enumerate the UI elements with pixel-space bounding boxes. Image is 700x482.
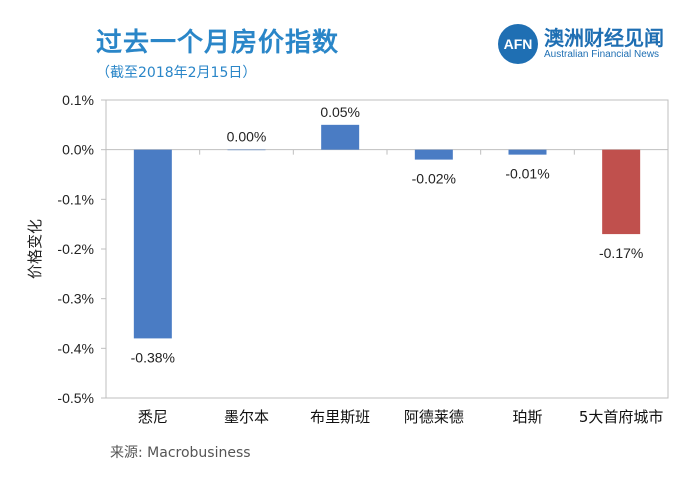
plot-frame xyxy=(105,99,669,399)
y-tick-label: -0.1% xyxy=(57,191,94,207)
category-label: 布里斯班 xyxy=(310,408,370,426)
data-label: -0.38% xyxy=(131,349,175,365)
bar xyxy=(227,149,266,151)
logo-name-cn: 澳洲财经见闻 xyxy=(544,26,664,50)
category-label: 5大首府城市 xyxy=(579,408,664,426)
bar xyxy=(133,149,172,339)
chart-subtitle: （截至2018年2月15日） xyxy=(96,65,257,81)
category-label: 阿德莱德 xyxy=(404,408,464,426)
category-label: 悉尼 xyxy=(138,408,168,426)
data-label: 0.05% xyxy=(320,104,360,120)
afn-logo-mark: AFN xyxy=(498,24,538,64)
y-tick-label: -0.2% xyxy=(57,241,94,257)
afn-logo: AFN 澳洲财经见闻 Australian Financial News xyxy=(498,24,664,64)
data-label: 0.00% xyxy=(227,129,267,145)
y-tick-label: -0.4% xyxy=(57,340,94,356)
y-tick-label: 0.0% xyxy=(62,142,94,158)
bar xyxy=(321,124,360,150)
category-label: 珀斯 xyxy=(512,408,542,426)
source-note: 来源: Macrobusiness xyxy=(110,445,251,461)
data-label: -0.02% xyxy=(412,171,456,187)
data-label: -0.17% xyxy=(599,245,643,261)
logo-name-en: Australian Financial News xyxy=(544,49,660,60)
chart-title: 过去一个月房价指数 xyxy=(96,28,340,58)
bar xyxy=(414,149,453,160)
bar xyxy=(508,149,547,155)
y-tick-label: 0.1% xyxy=(62,92,94,108)
y-tick-label: -0.5% xyxy=(57,390,94,406)
bar xyxy=(602,149,641,235)
category-label: 墨尔本 xyxy=(224,408,269,426)
data-label: -0.01% xyxy=(505,166,549,182)
y-tick-label: -0.3% xyxy=(57,291,94,307)
y-axis-label: 价格变化 xyxy=(26,219,44,279)
